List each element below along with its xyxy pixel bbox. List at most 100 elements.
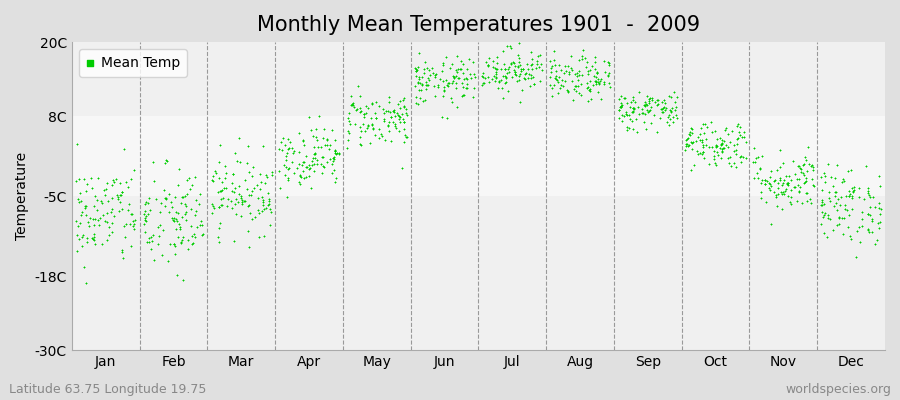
Point [651, 97, 665, 103]
Point [214, 196, 229, 202]
Point [220, 184, 234, 191]
Point [353, 141, 367, 147]
Point [462, 55, 476, 62]
Point [799, 156, 814, 163]
Point [684, 167, 698, 174]
Point [830, 222, 844, 228]
Point [86, 222, 101, 228]
Point [276, 162, 291, 168]
Point [119, 221, 133, 227]
Point [169, 226, 184, 232]
Point [695, 139, 709, 145]
Point [489, 66, 503, 72]
Point [837, 178, 851, 184]
Point [400, 112, 414, 118]
Point [183, 186, 197, 192]
Point [180, 190, 194, 197]
Point [382, 128, 397, 134]
Point [580, 59, 594, 66]
Point [508, 71, 522, 78]
Point [578, 55, 592, 61]
Point [855, 208, 869, 215]
Point [710, 143, 724, 150]
Point [80, 235, 94, 242]
Point [320, 142, 334, 148]
Point [730, 123, 744, 130]
Point [99, 237, 113, 244]
Point [763, 187, 778, 194]
Point [71, 223, 86, 229]
Point [865, 218, 879, 224]
Point [211, 233, 225, 240]
Point [843, 191, 858, 197]
Point [408, 83, 422, 90]
Point [492, 78, 507, 85]
Point [862, 211, 877, 218]
Point [718, 142, 733, 148]
Point [423, 72, 437, 79]
Point [91, 217, 105, 223]
Point [322, 156, 337, 162]
Point [173, 226, 187, 232]
Point [146, 232, 160, 238]
Point [70, 232, 85, 238]
Point [283, 139, 297, 145]
Point [699, 136, 714, 142]
Point [476, 70, 491, 76]
Point [225, 205, 239, 211]
Point [547, 75, 562, 81]
Point [193, 222, 207, 228]
Point [439, 77, 454, 84]
Point [328, 147, 342, 153]
Point [853, 239, 868, 245]
Point [863, 194, 878, 200]
Point [144, 234, 158, 240]
Point [261, 196, 275, 202]
Point [231, 198, 246, 205]
Point [626, 118, 640, 124]
Point [422, 76, 436, 83]
Point [491, 78, 506, 84]
Point [750, 170, 764, 176]
Point [302, 173, 317, 179]
Point [769, 192, 783, 198]
Point [589, 74, 603, 80]
Point [617, 95, 632, 101]
Point [104, 182, 119, 188]
Point [697, 130, 711, 136]
Point [295, 168, 310, 174]
Point [590, 79, 604, 85]
Point [861, 184, 876, 191]
Point [176, 234, 190, 240]
Point [746, 158, 760, 165]
Point [525, 56, 539, 62]
Point [546, 82, 561, 88]
Point [580, 98, 595, 104]
Point [665, 118, 680, 125]
Point [773, 174, 788, 181]
Point [685, 130, 699, 136]
Point [476, 74, 491, 81]
Point [320, 136, 334, 142]
Point [731, 121, 745, 127]
Point [239, 186, 254, 192]
Point [99, 186, 113, 192]
Point [182, 175, 196, 182]
Point [421, 67, 436, 73]
Point [450, 65, 464, 72]
Point [816, 214, 831, 220]
Point [239, 160, 254, 166]
Point [825, 227, 840, 233]
Point [169, 218, 184, 224]
Point [792, 188, 806, 194]
Point [565, 78, 580, 84]
Point [601, 70, 616, 76]
Point [159, 196, 174, 202]
Point [706, 153, 721, 159]
Point [566, 85, 580, 92]
Point [772, 177, 787, 184]
Point [76, 176, 91, 182]
Point [498, 66, 512, 72]
Point [490, 66, 504, 72]
Point [705, 129, 719, 136]
